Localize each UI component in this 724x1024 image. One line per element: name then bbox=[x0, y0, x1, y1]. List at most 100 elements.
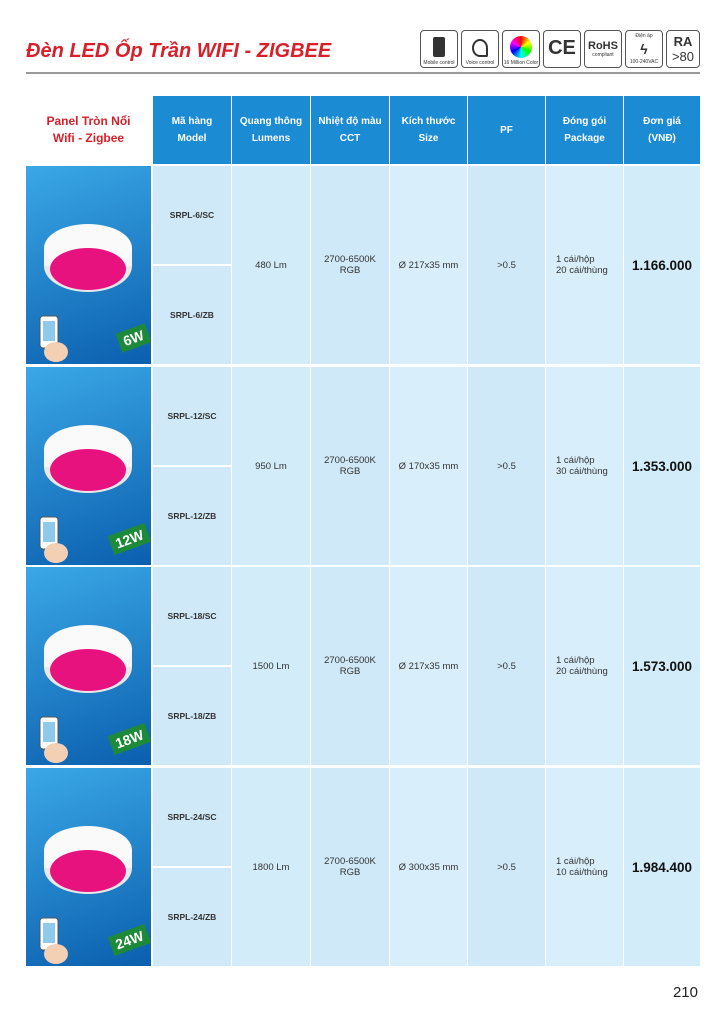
model-cell: SRPL-6/SC bbox=[153, 166, 231, 264]
model-code: SRPL-6/ZB bbox=[170, 309, 214, 320]
page-number: 210 bbox=[672, 984, 698, 1001]
model-code: SRPL-18/SC bbox=[167, 610, 217, 621]
icon-label: Điện áp bbox=[635, 33, 653, 39]
icon-label: 100-240VAC bbox=[629, 59, 659, 65]
size-value: Ø 217x35 mm bbox=[398, 660, 459, 672]
icon-label: RoHS bbox=[588, 39, 618, 52]
phone-screen bbox=[43, 321, 55, 341]
size-cell: Ø 217x35 mm bbox=[390, 166, 467, 364]
phone-screen bbox=[43, 923, 55, 943]
model-cell: SRPL-6/ZB bbox=[153, 266, 231, 364]
cct-cell: 2700-6500K RGB bbox=[311, 768, 389, 966]
lumens-cell: 480 Lm bbox=[232, 166, 310, 364]
package-line: 1 cái/hộp bbox=[556, 856, 595, 867]
lamp-illustration bbox=[39, 625, 132, 763]
column-header: Mã hàng Model bbox=[153, 96, 231, 164]
lamp-diffuser bbox=[50, 649, 126, 691]
column-header: Quang thông Lumens bbox=[232, 96, 310, 164]
lumens-value: 480 Lm bbox=[255, 259, 287, 271]
hand bbox=[44, 342, 68, 362]
pf-cell: >0.5 bbox=[468, 166, 545, 364]
column-label: Nhiệt độ màu bbox=[318, 116, 382, 127]
cct-line: RGB bbox=[339, 265, 361, 276]
model-cell: SRPL-18/ZB bbox=[153, 667, 231, 765]
package-line: 30 cái/thùng bbox=[556, 466, 608, 477]
column-label: Size bbox=[418, 133, 439, 144]
column-header: Nhiệt độ màu CCT bbox=[311, 96, 389, 164]
phone-screen bbox=[43, 722, 55, 742]
column-label: Lumens bbox=[251, 133, 291, 144]
lamp-illustration bbox=[39, 425, 132, 563]
size-cell: Ø 300x35 mm bbox=[390, 768, 467, 966]
title-rule bbox=[26, 72, 700, 74]
package-cell: 1 cái/hộp 20 cái/thùng bbox=[546, 166, 623, 364]
model-code: SRPL-18/ZB bbox=[167, 710, 217, 721]
price-cell: 1.984.400 bbox=[624, 768, 700, 966]
model-code: SRPL-6/SC bbox=[169, 209, 215, 220]
column-label: PF bbox=[500, 124, 513, 136]
rohs-icon: RoHS compliant bbox=[584, 30, 622, 68]
lumens-cell: 1800 Lm bbox=[232, 768, 310, 966]
mobile-icon: Mobile control bbox=[420, 30, 458, 68]
lamp-diffuser bbox=[50, 248, 126, 290]
model-cell: SRPL-12/SC bbox=[153, 367, 231, 465]
price-table: Panel Tròn Nổi Wifi - Zigbee Mã hàng Model Q… bbox=[26, 96, 700, 966]
group-label: Wifi - Zigbee bbox=[52, 131, 125, 145]
pf-value: >0.5 bbox=[497, 259, 516, 271]
model-cell: SRPL-24/ZB bbox=[153, 868, 231, 966]
lumens-value: 1500 Lm bbox=[252, 660, 290, 672]
model-code: SRPL-12/SC bbox=[167, 410, 217, 421]
lumens-cell: 950 Lm bbox=[232, 367, 310, 565]
lamp-illustration bbox=[39, 224, 132, 362]
package-line: 20 cái/thùng bbox=[556, 666, 608, 677]
hand bbox=[44, 543, 68, 563]
cct-cell: 2700-6500K RGB bbox=[311, 567, 389, 765]
phone-screen bbox=[43, 522, 55, 542]
product-image: 6W bbox=[26, 166, 151, 364]
icon-label: >80 bbox=[671, 48, 695, 64]
package-cell: 1 cái/hộp 30 cái/thùng bbox=[546, 367, 623, 565]
price-value: 1.573.000 bbox=[631, 658, 693, 674]
package-cell: 1 cái/hộp 10 cái/thùng bbox=[546, 768, 623, 966]
group-label: Panel Tròn Nổi bbox=[46, 114, 131, 128]
size-value: Ø 300x35 mm bbox=[398, 861, 459, 873]
column-header: Đóng gói Package bbox=[546, 96, 623, 164]
price-cell: 1.573.000 bbox=[624, 567, 700, 765]
column-label: Đơn giá bbox=[643, 116, 681, 127]
color-icon: 16 Million Color bbox=[502, 30, 540, 68]
product-image: 12W bbox=[26, 367, 151, 565]
column-header: Kích thước Size bbox=[390, 96, 467, 164]
package-line: 1 cái/hộp bbox=[556, 455, 595, 466]
cct-line: RGB bbox=[339, 867, 361, 878]
size-cell: Ø 170x35 mm bbox=[390, 367, 467, 565]
column-label: Package bbox=[564, 133, 605, 144]
model-cell: SRPL-18/SC bbox=[153, 567, 231, 665]
price-cell: 1.166.000 bbox=[624, 166, 700, 364]
package-line: 1 cái/hộp bbox=[556, 655, 595, 666]
icon-label: Voice control bbox=[465, 60, 495, 66]
lumens-cell: 1500 Lm bbox=[232, 567, 310, 765]
cct-line: 2700-6500K bbox=[324, 254, 376, 265]
package-line: 10 cái/thùng bbox=[556, 867, 608, 878]
lamp-illustration bbox=[39, 826, 132, 964]
voice-icon: Voice control bbox=[461, 30, 499, 68]
icon-label: 16 Million Color bbox=[503, 60, 539, 66]
model-code: SRPL-24/ZB bbox=[167, 911, 217, 922]
column-label: Kích thước bbox=[401, 116, 456, 127]
column-label: Đóng gói bbox=[562, 116, 607, 127]
price-value: 1.166.000 bbox=[631, 257, 693, 273]
size-value: Ø 217x35 mm bbox=[398, 259, 459, 271]
lumens-value: 950 Lm bbox=[255, 460, 287, 472]
pf-value: >0.5 bbox=[497, 660, 516, 672]
price-value: 1.353.000 bbox=[631, 458, 693, 474]
model-cell: SRPL-24/SC bbox=[153, 768, 231, 866]
ra-icon: RA >80 bbox=[666, 30, 700, 68]
icon-label: CE bbox=[548, 37, 576, 59]
title: Đèn LED Ốp Trần WIFI - ZIGBEE bbox=[26, 40, 332, 62]
phone-glyph bbox=[433, 37, 445, 57]
voltage-icon: Điện áp ϟ 100-240VAC bbox=[625, 30, 663, 68]
ce-icon: CE bbox=[543, 30, 581, 68]
model-cell: SRPL-12/ZB bbox=[153, 467, 231, 565]
column-label: CCT bbox=[339, 133, 361, 144]
price-value: 1.984.400 bbox=[631, 859, 693, 875]
